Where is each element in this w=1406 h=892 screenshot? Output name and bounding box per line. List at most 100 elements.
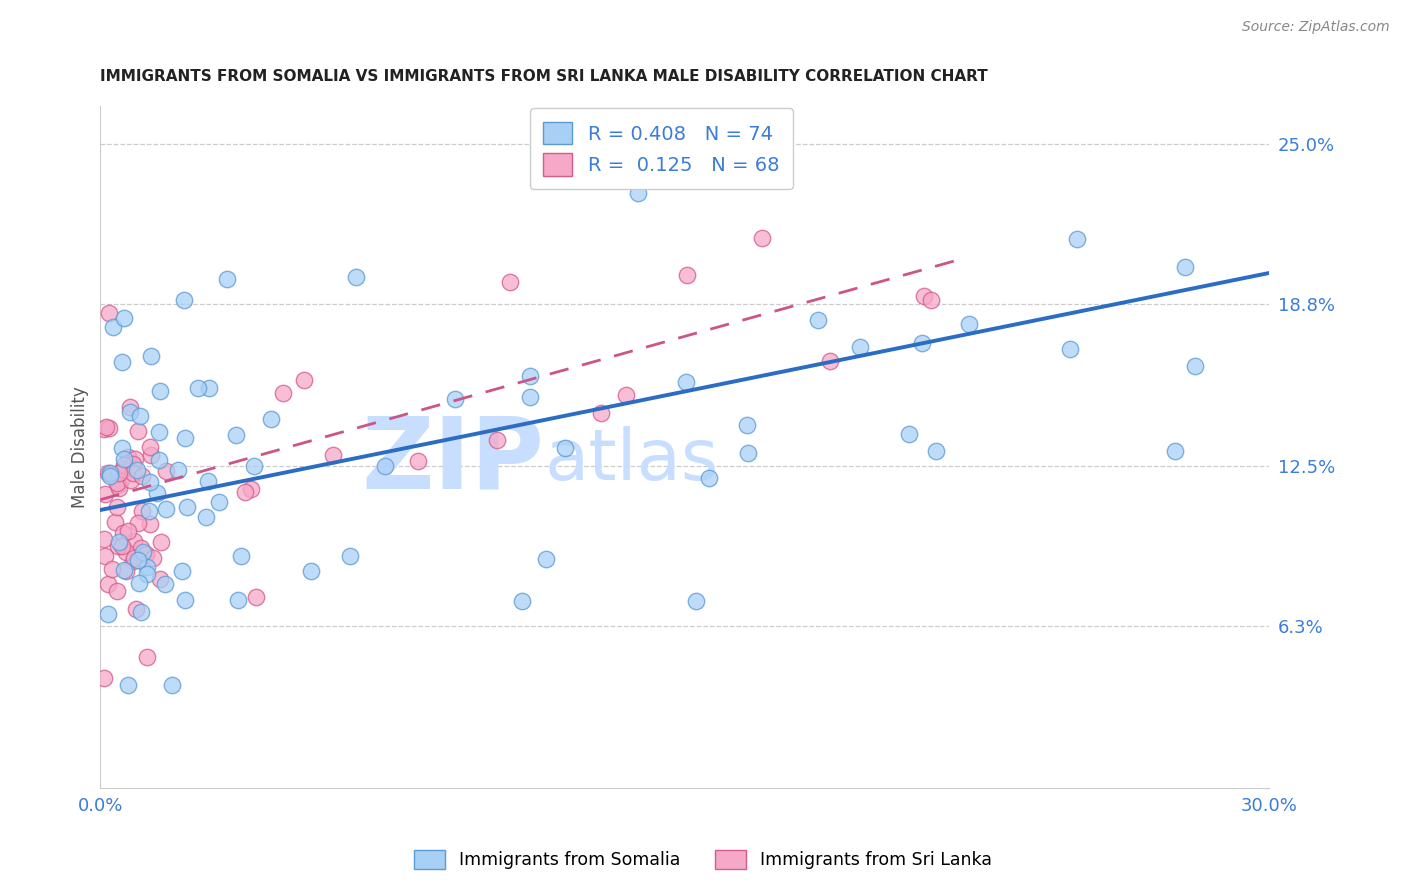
Point xyxy=(93,533,115,547)
Y-axis label: Male Disability: Male Disability xyxy=(72,386,89,508)
Point xyxy=(122,551,145,566)
Point xyxy=(139,516,162,531)
Point xyxy=(149,573,172,587)
Point xyxy=(108,481,131,495)
Point xyxy=(141,551,163,566)
Point xyxy=(208,495,231,509)
Point xyxy=(344,269,367,284)
Point xyxy=(699,471,721,485)
Point xyxy=(128,409,150,423)
Point xyxy=(93,671,115,685)
Point xyxy=(139,448,162,462)
Point xyxy=(245,590,267,604)
Point xyxy=(820,354,842,368)
Point xyxy=(271,386,294,401)
Point xyxy=(115,564,138,578)
Point xyxy=(114,544,136,558)
Point xyxy=(149,384,172,398)
Point xyxy=(751,231,773,245)
Point xyxy=(519,390,541,404)
Point xyxy=(112,452,135,467)
Point xyxy=(322,448,344,462)
Point xyxy=(128,576,150,591)
Legend: R = 0.408   N = 74, R =  0.125   N = 68: R = 0.408 N = 74, R = 0.125 N = 68 xyxy=(530,109,793,189)
Point xyxy=(122,533,145,548)
Point xyxy=(112,462,135,476)
Point xyxy=(155,464,177,478)
Point xyxy=(129,605,152,619)
Point xyxy=(127,553,149,567)
Point xyxy=(153,577,176,591)
Point xyxy=(112,458,135,473)
Point xyxy=(111,539,134,553)
Point xyxy=(406,454,429,468)
Point xyxy=(225,427,247,442)
Point xyxy=(105,500,128,514)
Point xyxy=(96,420,118,434)
Point xyxy=(155,501,177,516)
Point xyxy=(616,388,638,402)
Point xyxy=(97,466,120,480)
Point xyxy=(127,516,149,530)
Point xyxy=(589,406,612,420)
Point xyxy=(217,272,239,286)
Point xyxy=(98,467,121,481)
Point xyxy=(299,564,322,578)
Point xyxy=(145,486,167,500)
Point xyxy=(112,563,135,577)
Point xyxy=(173,593,195,607)
Point xyxy=(806,312,828,326)
Point xyxy=(131,503,153,517)
Point xyxy=(111,355,134,369)
Point xyxy=(925,443,948,458)
Point xyxy=(148,453,170,467)
Point xyxy=(98,469,121,483)
Point xyxy=(139,349,162,363)
Point xyxy=(93,549,115,564)
Point xyxy=(132,545,155,559)
Point xyxy=(139,440,162,454)
Point xyxy=(135,566,157,581)
Point xyxy=(239,482,262,496)
Point xyxy=(105,583,128,598)
Point xyxy=(124,451,146,466)
Point xyxy=(1163,444,1185,458)
Point xyxy=(111,441,134,455)
Point xyxy=(735,418,758,433)
Point xyxy=(912,289,935,303)
Text: IMMIGRANTS FROM SOMALIA VS IMMIGRANTS FROM SRI LANKA MALE DISABILITY CORRELATION: IMMIGRANTS FROM SOMALIA VS IMMIGRANTS FR… xyxy=(100,69,988,84)
Point xyxy=(97,577,120,591)
Point xyxy=(160,678,183,692)
Point xyxy=(139,475,162,490)
Point xyxy=(499,276,522,290)
Point xyxy=(173,293,195,308)
Point xyxy=(121,554,143,568)
Point xyxy=(107,475,129,490)
Point xyxy=(176,500,198,514)
Point xyxy=(148,425,170,440)
Point xyxy=(920,293,942,307)
Point xyxy=(534,552,557,566)
Point xyxy=(676,268,699,282)
Point xyxy=(97,306,120,320)
Point xyxy=(93,422,115,436)
Point xyxy=(112,311,135,326)
Point xyxy=(111,526,134,541)
Point xyxy=(107,539,129,553)
Point xyxy=(231,549,253,563)
Point xyxy=(117,678,139,692)
Point xyxy=(131,469,153,483)
Point xyxy=(121,457,143,471)
Point xyxy=(485,433,508,447)
Point xyxy=(108,534,131,549)
Point xyxy=(444,392,467,406)
Point xyxy=(1174,260,1197,274)
Point xyxy=(118,405,141,419)
Point xyxy=(957,317,980,331)
Point xyxy=(172,564,194,578)
Point xyxy=(898,426,921,441)
Point xyxy=(374,458,396,473)
Point xyxy=(510,594,533,608)
Point xyxy=(242,459,264,474)
Point xyxy=(519,369,541,384)
